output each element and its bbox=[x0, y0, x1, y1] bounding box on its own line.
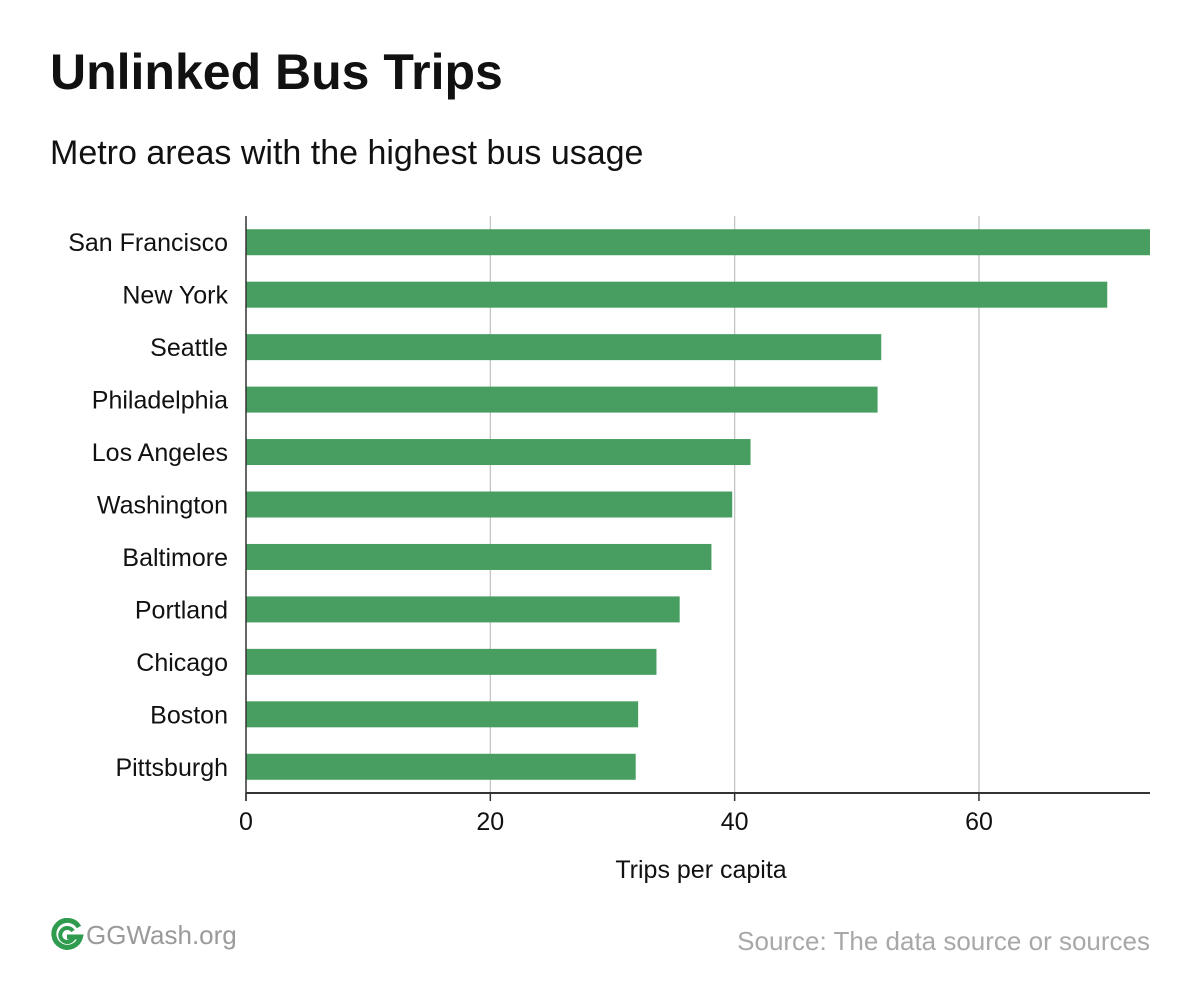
category-label: Seattle bbox=[150, 334, 228, 362]
chart-subtitle: Metro areas with the highest bus usage bbox=[50, 134, 644, 172]
bar-san-francisco bbox=[246, 229, 1150, 256]
category-label: Washington bbox=[97, 492, 228, 520]
bar-washington bbox=[246, 491, 733, 518]
category-label: Pittsburgh bbox=[115, 754, 228, 782]
bar-philadelphia bbox=[246, 386, 878, 413]
category-label: Portland bbox=[135, 596, 228, 624]
bar-los-angeles bbox=[246, 439, 751, 466]
ggwash-logo: GGWash.org bbox=[50, 918, 237, 952]
x-tick-label: 60 bbox=[965, 808, 993, 836]
bar-baltimore bbox=[246, 543, 712, 570]
bar-portland bbox=[246, 596, 680, 623]
category-label: New York bbox=[122, 282, 228, 310]
category-label: Chicago bbox=[136, 649, 228, 677]
category-label: Baltimore bbox=[122, 544, 228, 572]
bar-chart: San Francisco New York Seattle Philadelphia… bbox=[68, 216, 1150, 884]
category-labels: San Francisco New York Seattle Philadelphia… bbox=[68, 229, 228, 782]
bar-pittsburgh bbox=[246, 753, 636, 780]
source-note: Source: The data source or sources bbox=[737, 926, 1150, 956]
bar-new-york bbox=[246, 281, 1108, 308]
x-tick-label: 20 bbox=[476, 808, 504, 836]
bars bbox=[246, 229, 1150, 780]
chart-title: Unlinked Bus Trips bbox=[50, 44, 503, 100]
bar-seattle bbox=[246, 334, 882, 361]
category-label: San Francisco bbox=[68, 229, 228, 257]
category-label: Philadelphia bbox=[92, 387, 228, 415]
x-axis-label: Trips per capita bbox=[615, 856, 786, 884]
x-axis: 0 20 40 60 bbox=[239, 216, 1150, 836]
category-label: Los Angeles bbox=[92, 439, 228, 467]
x-tick-label: 40 bbox=[721, 808, 749, 836]
category-label: Boston bbox=[150, 701, 228, 729]
x-tick-label: 0 bbox=[239, 808, 253, 836]
ggwash-logo-icon bbox=[51, 918, 84, 950]
brand-name: GGWash.org bbox=[86, 919, 237, 950]
bar-boston bbox=[246, 701, 639, 728]
bar-chicago bbox=[246, 648, 657, 675]
